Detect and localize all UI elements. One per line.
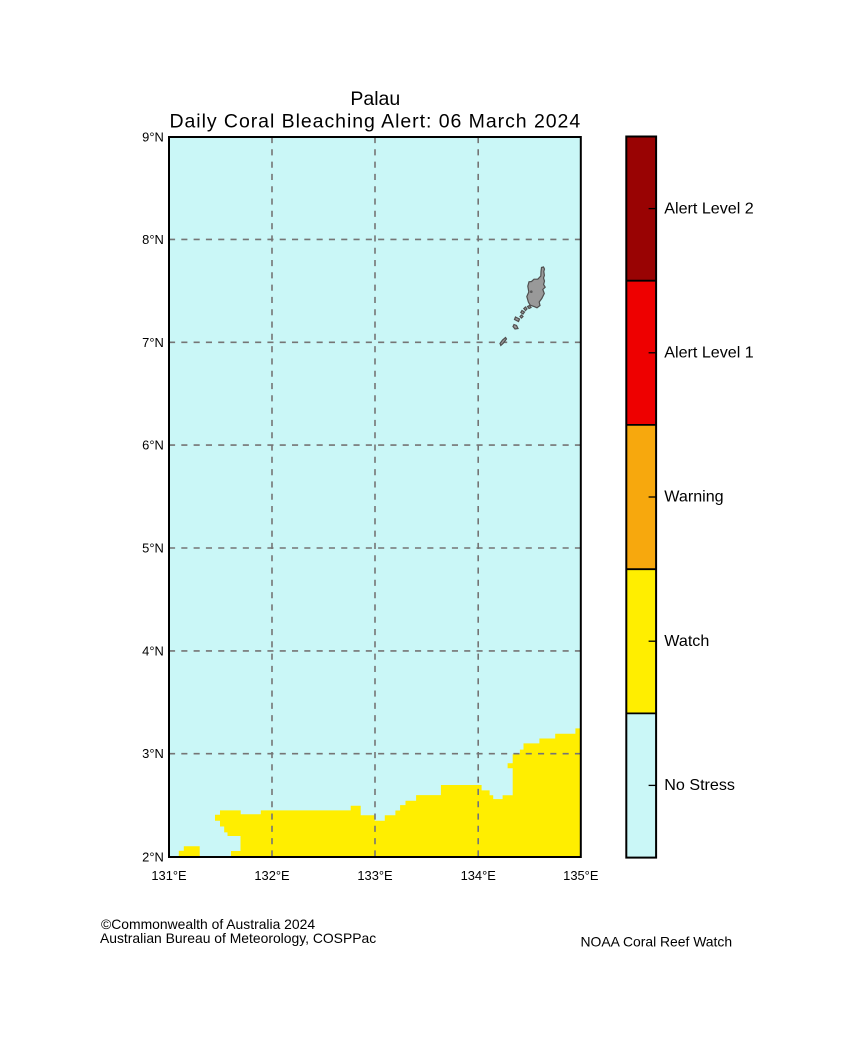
svg-text:Alert Level 2: Alert Level 2: [664, 199, 754, 217]
svg-text:Watch: Watch: [664, 632, 709, 650]
svg-text:7°N: 7°N: [142, 335, 164, 350]
svg-text:5°N: 5°N: [142, 541, 164, 556]
svg-text:134°E: 134°E: [461, 868, 497, 883]
svg-text:9°N: 9°N: [142, 130, 164, 145]
svg-text:Palau: Palau: [350, 88, 400, 110]
svg-text:4°N: 4°N: [142, 643, 164, 658]
svg-text:©Commonwealth of Australia 202: ©Commonwealth of Australia 2024: [101, 916, 315, 932]
svg-text:Daily Coral Bleaching Alert: 0: Daily Coral Bleaching Alert: 06 March 20…: [169, 111, 581, 133]
svg-text:8°N: 8°N: [142, 232, 164, 247]
svg-text:133°E: 133°E: [357, 868, 393, 883]
svg-text:Australian Bureau of Meteorolo: Australian Bureau of Meteorology, COSPPa…: [100, 930, 376, 946]
svg-text:131°E: 131°E: [151, 868, 187, 883]
svg-text:6°N: 6°N: [142, 438, 164, 453]
svg-text:No Stress: No Stress: [664, 776, 735, 794]
svg-text:2°N: 2°N: [142, 850, 164, 865]
svg-text:3°N: 3°N: [142, 746, 164, 761]
svg-text:132°E: 132°E: [254, 868, 290, 883]
svg-text:NOAA Coral Reef Watch: NOAA Coral Reef Watch: [581, 934, 733, 950]
svg-text:Warning: Warning: [664, 488, 723, 506]
svg-text:Alert Level 1: Alert Level 1: [664, 344, 754, 362]
svg-text:135°E: 135°E: [563, 868, 599, 883]
